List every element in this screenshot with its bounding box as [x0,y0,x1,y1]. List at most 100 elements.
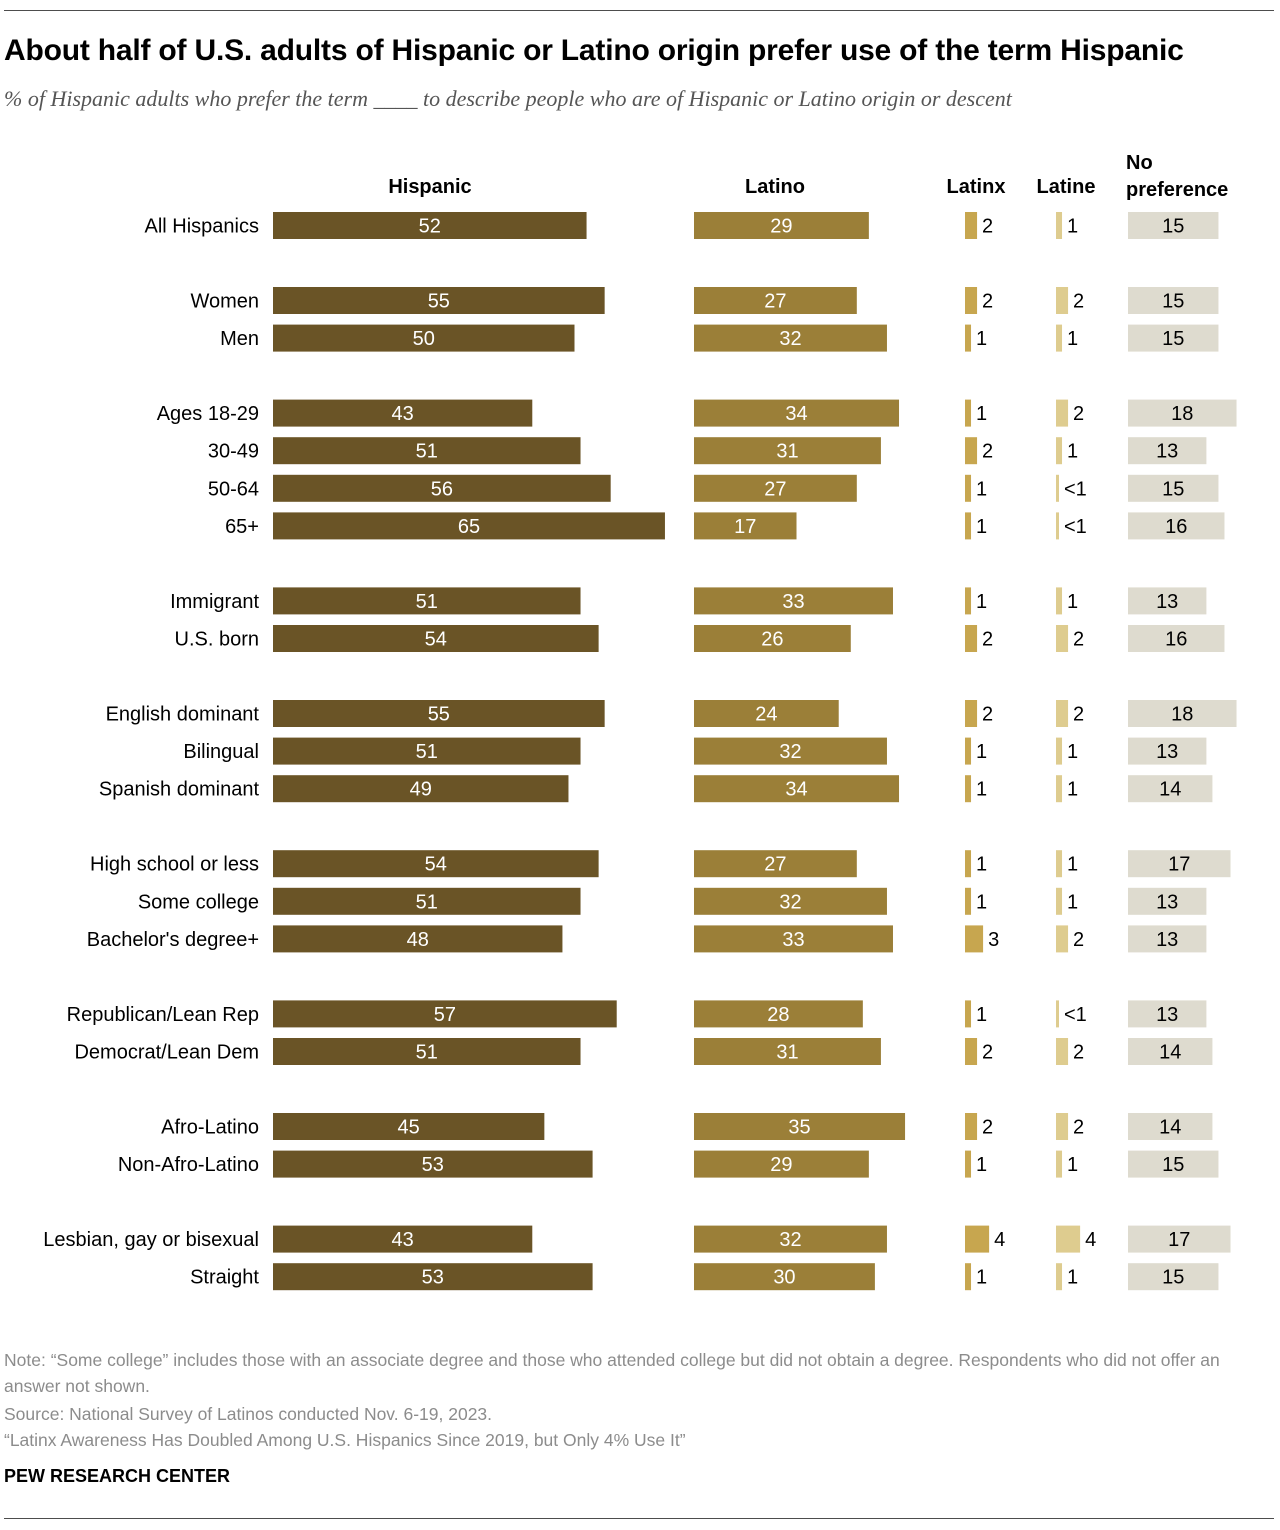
latinx-bar [965,737,972,765]
column-header-hispanic: Hispanic [388,176,471,198]
latinx-bar [965,1038,978,1065]
column-header-latinx: Latinx [947,176,1006,198]
latino-value-label: 27 [764,478,786,500]
latine-bar [1056,1000,1059,1028]
latinx-value-label: 4 [994,1229,1005,1251]
latino-bar [694,700,839,727]
no-preference-bar [1128,399,1237,427]
latine-bar [1056,1038,1069,1065]
latino-value-label: 31 [776,441,798,463]
latinx-value-label: 1 [976,854,987,876]
latine-value-label: 2 [1073,403,1084,425]
chart-source: Source: National Survey of Latinos condu… [4,1404,493,1424]
hispanic-value-label: 55 [428,291,450,313]
latinx-bar [965,474,972,502]
latinx-bar [965,1263,972,1291]
hispanic-value-label: 51 [416,741,438,763]
latinx-value-label: 1 [976,1004,987,1026]
hispanic-value-label: 51 [416,441,438,463]
latine-value-label: 2 [1073,704,1084,726]
hispanic-value-label: 57 [434,1004,456,1026]
latino-value-label: 30 [773,1267,795,1289]
latine-value-label: 2 [1073,1117,1084,1139]
no-preference-bar [1128,474,1219,502]
latine-value-label: 2 [1073,629,1084,651]
hispanic-bar [273,437,581,465]
category-label: Ages 18-29 [157,403,259,425]
hispanic-value-label: 55 [428,704,450,726]
no-preference-bar [1128,700,1237,727]
latino-bar [694,474,857,502]
no-preference-value-label: 13 [1156,1004,1178,1026]
hispanic-bar [273,925,563,953]
latine-value-label: 2 [1073,291,1084,313]
hispanic-value-label: 52 [419,216,441,238]
latino-bar [694,399,900,427]
no-preference-value-label: 14 [1159,1042,1181,1064]
latino-bar [694,212,869,239]
latine-bar [1056,512,1059,540]
latino-value-label: 33 [782,929,804,951]
latino-bar [694,437,881,465]
latino-bar [694,1263,875,1291]
hispanic-value-label: 53 [422,1267,444,1289]
latinx-bar [965,437,978,465]
column-header-no-preference: No [1126,152,1153,174]
latine-bar [1056,474,1059,502]
no-preference-value-label: 13 [1156,929,1178,951]
hispanic-bar [273,737,581,765]
latino-value-label: 32 [779,328,801,350]
category-label: Women [190,291,259,313]
latino-value-label: 32 [779,891,801,913]
no-preference-value-label: 15 [1162,216,1184,238]
hispanic-bar [273,287,605,314]
hispanic-bar [273,474,611,502]
latinx-bar [965,700,978,727]
report-title: “Latinx Awareness Has Doubled Among U.S.… [4,1430,686,1450]
column-header-no-preference: preference [1126,179,1228,201]
hispanic-bar [273,399,533,427]
latine-value-label: 1 [1067,741,1078,763]
latinx-bar [965,1150,972,1178]
latinx-bar [965,1225,990,1253]
latinx-value-label: 1 [976,891,987,913]
category-label: 65+ [225,516,259,538]
column-header-latine: Latine [1037,176,1096,198]
latino-value-label: 34 [785,779,807,801]
hispanic-value-label: 54 [425,629,447,651]
hispanic-value-label: 49 [410,779,432,801]
latinx-value-label: 1 [976,403,987,425]
latino-bar [694,850,857,878]
no-preference-bar [1128,512,1225,540]
category-label: Immigrant [170,591,259,613]
latine-bar [1056,625,1069,652]
hispanic-bar [273,512,665,540]
no-preference-value-label: 13 [1156,441,1178,463]
chart-note: Note: “Some college” includes those with… [4,1350,1220,1396]
latino-bar [694,1113,906,1140]
latino-value-label: 35 [788,1117,810,1139]
no-preference-bar [1128,1038,1213,1065]
category-label: Lesbian, gay or bisexual [43,1229,259,1251]
latinx-bar [965,887,972,915]
chart-subtitle: % of Hispanic adults who prefer the term… [4,86,1012,111]
latino-value-label: 28 [767,1004,789,1026]
hispanic-bar [273,1000,617,1028]
latino-bar [694,587,893,615]
no-preference-value-label: 18 [1171,704,1193,726]
latinx-value-label: 3 [988,929,999,951]
latine-bar [1056,1263,1063,1291]
latino-value-label: 31 [776,1042,798,1064]
no-preference-bar [1128,1150,1219,1178]
latino-bar [694,737,887,765]
category-label: Bachelor's degree+ [87,929,259,951]
latinx-bar [965,925,984,953]
latino-bar [694,1000,863,1028]
no-preference-value-label: 15 [1162,328,1184,350]
latine-bar [1056,324,1063,352]
no-preference-bar [1128,1113,1213,1140]
latinx-value-label: 1 [976,779,987,801]
category-label: Men [220,328,259,350]
category-label: Afro-Latino [161,1117,259,1139]
no-preference-value-label: 18 [1171,403,1193,425]
